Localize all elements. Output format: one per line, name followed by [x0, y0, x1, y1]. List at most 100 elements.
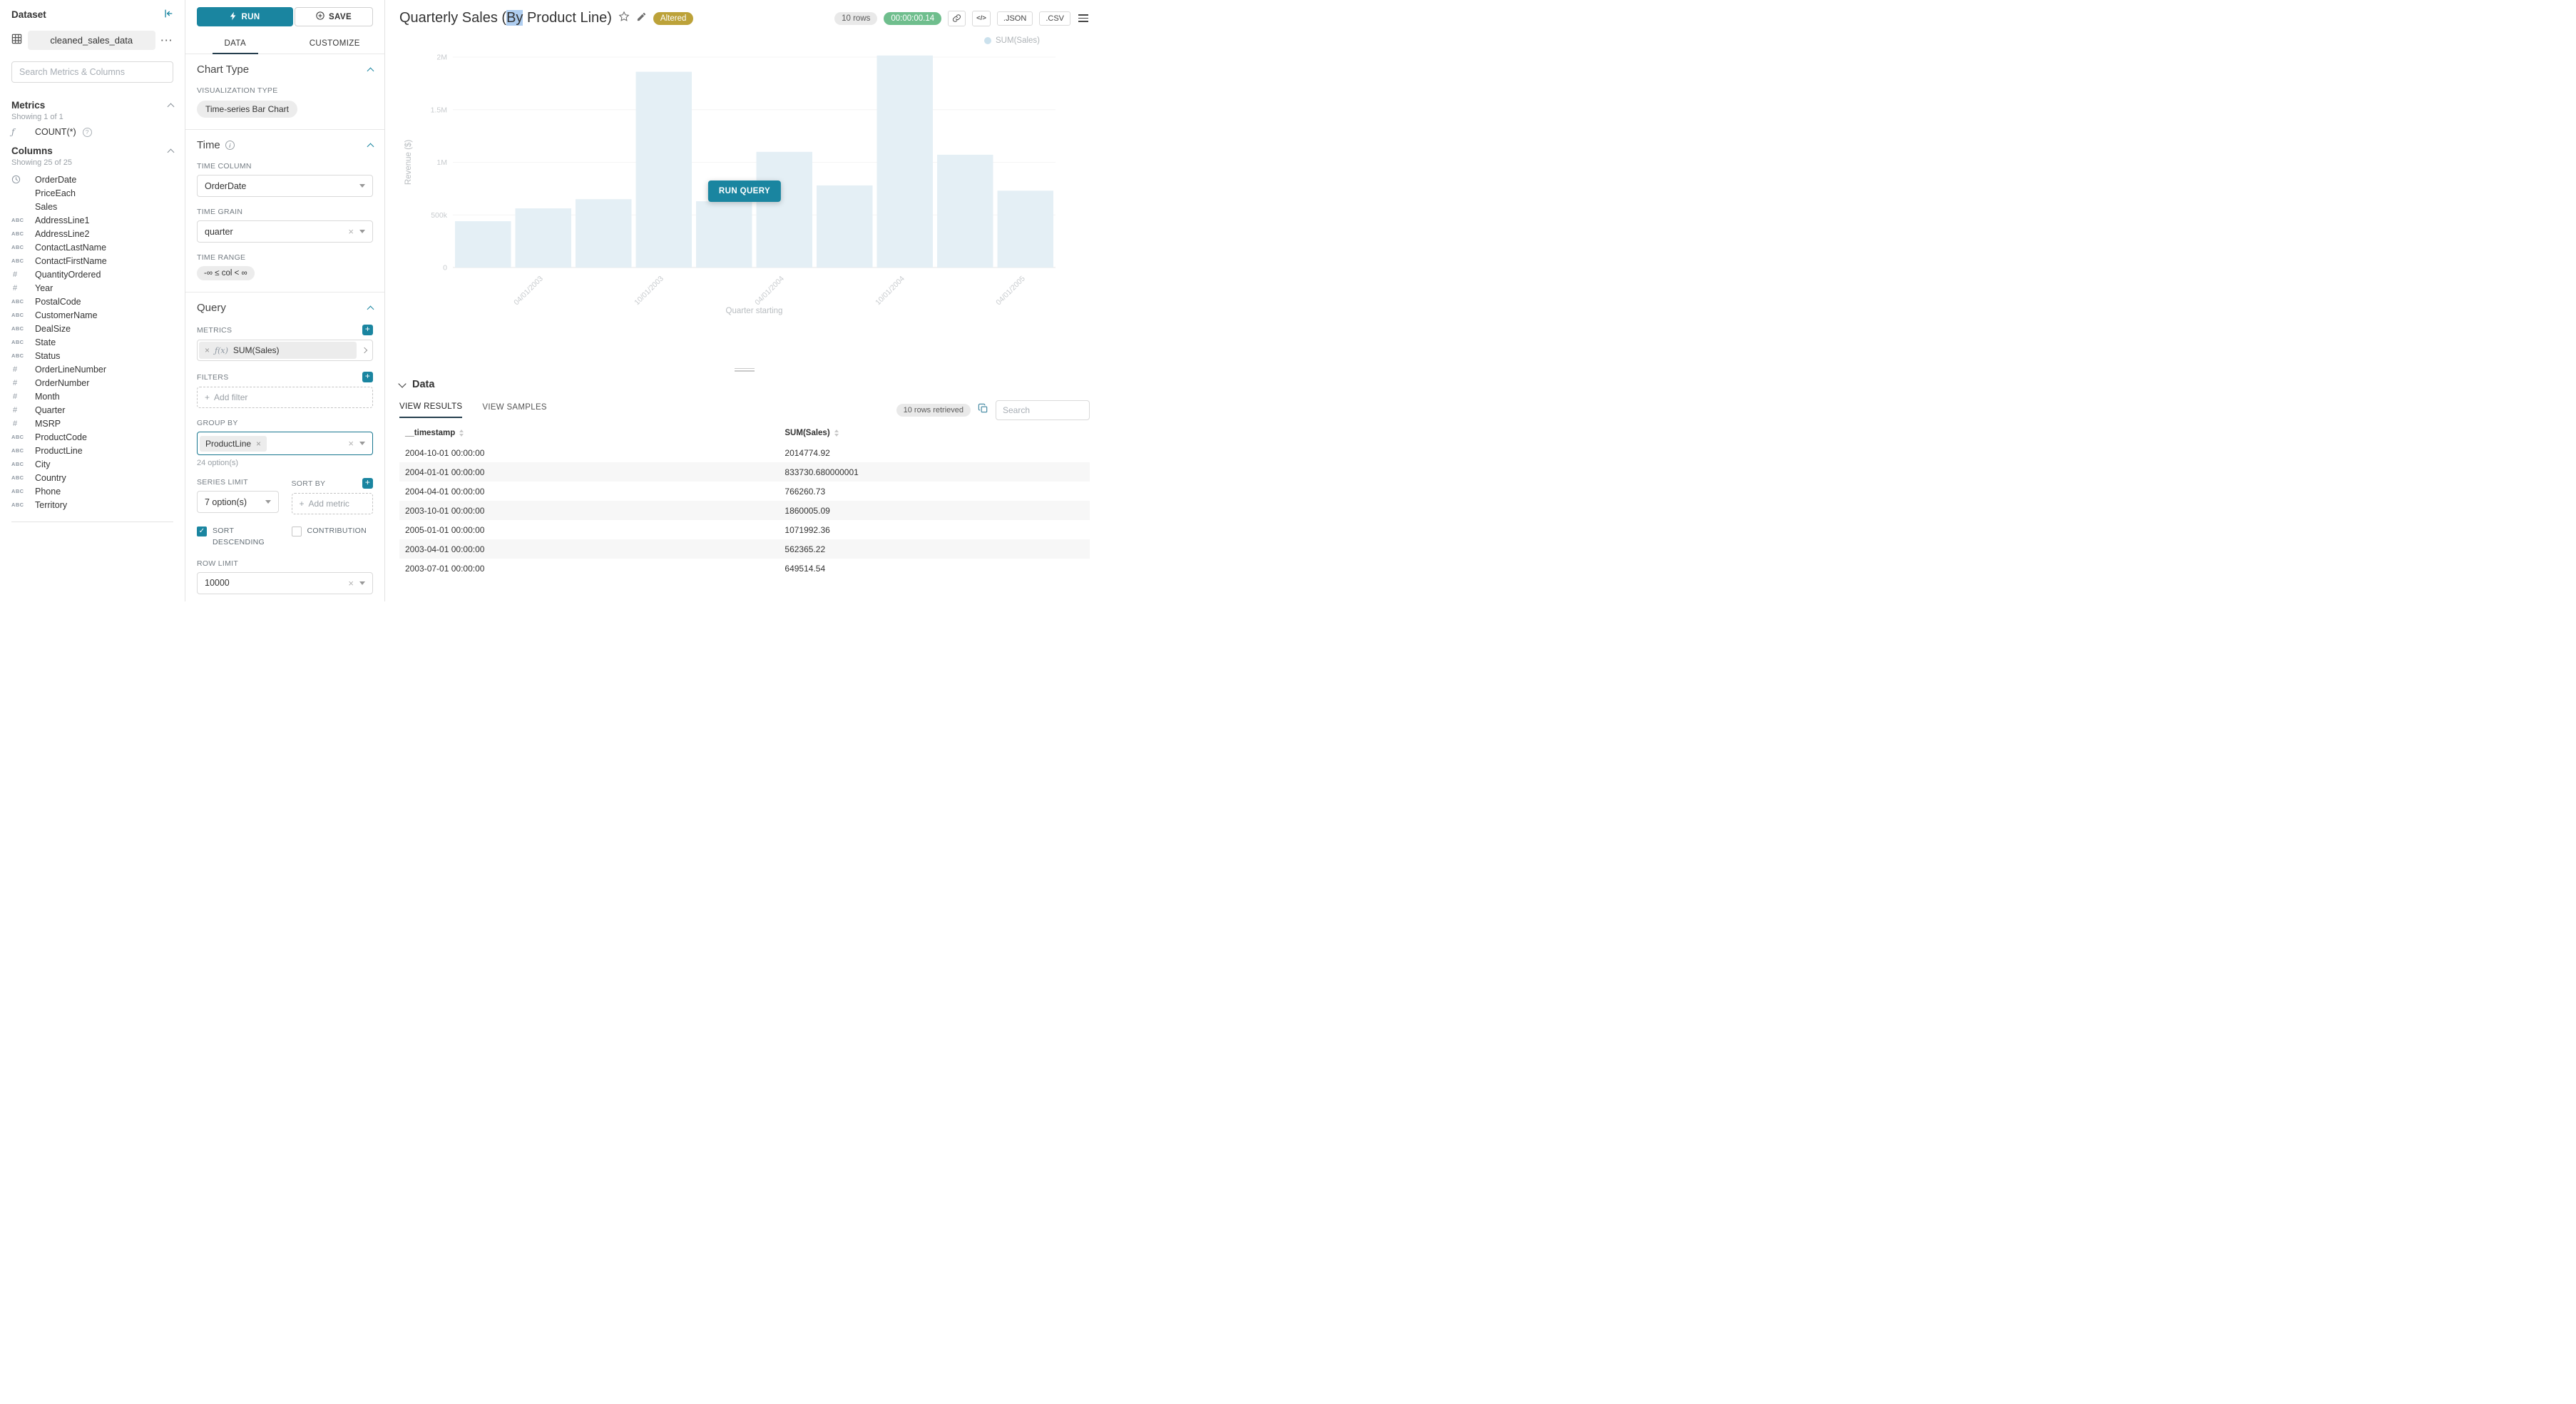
column-item[interactable]: ABC ProductCode	[11, 432, 87, 442]
sort-icon[interactable]	[459, 429, 464, 437]
results-search-input[interactable]	[996, 400, 1090, 420]
collapse-sidebar-icon[interactable]	[163, 9, 173, 21]
time-column-select[interactable]: OrderDate	[197, 175, 373, 197]
sort-descending-checkbox[interactable]: ✓	[197, 526, 207, 536]
remove-icon[interactable]: ×	[205, 345, 210, 355]
metrics-label: METRICS	[197, 325, 232, 335]
column-item[interactable]: # OrderLineNumber	[13, 364, 107, 375]
sort-icon[interactable]	[834, 429, 839, 437]
favorite-star-icon[interactable]	[618, 11, 630, 26]
column-item[interactable]: ABC City	[11, 459, 51, 469]
column-item[interactable]: OrderDate	[11, 173, 173, 186]
chevron-up-icon[interactable]	[367, 305, 374, 313]
legend-label: SUM(Sales)	[996, 36, 1040, 45]
remove-icon[interactable]: ×	[256, 438, 262, 449]
column-label: QuantityOrdered	[35, 269, 101, 280]
chevron-up-icon[interactable]	[167, 103, 175, 111]
control-panel-scroll[interactable]: Chart Type VISUALIZATION TYPE Time-serie…	[185, 54, 384, 601]
chevron-up-icon[interactable]	[167, 148, 175, 156]
column-item[interactable]: ABC Status	[11, 350, 61, 361]
chart-legend[interactable]: SUM(Sales)	[984, 36, 1040, 45]
add-sort-metric-button[interactable]: + Add metric	[291, 493, 373, 514]
edit-title-icon[interactable]	[636, 11, 647, 26]
chevron-up-icon[interactable]	[367, 143, 374, 151]
column-item[interactable]: ABC AddressLine2	[11, 228, 90, 239]
group-by-chip[interactable]: ProductLine ×	[200, 435, 267, 452]
column-item[interactable]: # OrderNumber	[13, 377, 90, 388]
results-table: __timestamp SUM(Sales) 2004-10-01 00:00:0…	[399, 423, 1090, 578]
tab-data[interactable]: DATA	[185, 33, 285, 54]
menu-icon[interactable]	[1077, 11, 1090, 25]
series-limit-select[interactable]: 7 option(s)	[197, 491, 279, 513]
column-item[interactable]: ABC ContactFirstName	[11, 255, 107, 266]
tab-view-results[interactable]: VIEW RESULTS	[399, 402, 463, 418]
dataset-options-icon[interactable]: ···	[160, 35, 173, 46]
metric-item[interactable]: ƒ COUNT(*) ?	[11, 127, 173, 137]
column-item[interactable]: ABC Phone	[11, 486, 61, 497]
info-icon[interactable]: i	[225, 141, 235, 150]
query-timer-badge: 00:00:00.14	[884, 11, 942, 25]
explore-app: Dataset cleaned_sales_data ··· Metrics S…	[0, 0, 1104, 601]
column-item[interactable]: # Quarter	[13, 405, 66, 415]
column-item[interactable]: ABC AddressLine1	[11, 215, 90, 225]
clear-icon[interactable]: ×	[348, 438, 354, 449]
column-item[interactable]: ABC PostalCode	[11, 296, 81, 307]
add-filter-icon[interactable]: +	[362, 372, 373, 382]
chart-title[interactable]: Quarterly Sales (By Product Line)	[399, 10, 612, 26]
copy-icon[interactable]	[978, 403, 988, 417]
time-range-value[interactable]: -∞ ≤ col < ∞	[197, 266, 255, 280]
share-link-button[interactable]	[948, 10, 966, 26]
chevron-up-icon[interactable]	[367, 67, 374, 75]
column-item[interactable]: ABC ProductLine	[11, 445, 83, 456]
svg-text:10/01/2004: 10/01/2004	[874, 275, 906, 307]
data-section-toggle[interactable]: Data	[398, 379, 1090, 390]
column-item[interactable]: ABC Territory	[11, 499, 68, 510]
run-button[interactable]: RUN	[197, 7, 293, 26]
metric-chip[interactable]: × ƒ(x) SUM(Sales)	[199, 342, 357, 359]
column-item[interactable]: ABC DealSize	[11, 323, 71, 334]
control-panel: RUN SAVE DATA CUSTOMIZE Chart Type VISUA…	[185, 0, 385, 601]
group-by-label: GROUP BY	[197, 419, 238, 427]
clear-icon[interactable]: ×	[348, 226, 354, 237]
search-metrics-input[interactable]	[11, 61, 173, 83]
group-by-combobox[interactable]: ProductLine × ×	[197, 432, 373, 455]
chevron-down-icon	[359, 230, 365, 233]
table-cell: 1071992.36	[784, 524, 830, 535]
column-label: PriceEach	[35, 188, 76, 198]
metric-control[interactable]: × ƒ(x) SUM(Sales)	[197, 340, 373, 361]
add-sort-metric-icon[interactable]: +	[362, 478, 373, 489]
viz-type-value[interactable]: Time-series Bar Chart	[197, 101, 297, 118]
run-query-button[interactable]: RUN QUERY	[707, 180, 782, 202]
fx-icon: ƒ(x)	[215, 345, 228, 355]
data-section-title: Data	[412, 379, 435, 390]
column-item[interactable]: PriceEach	[11, 186, 173, 200]
time-grain-label: TIME GRAIN	[197, 208, 243, 216]
dataset-name[interactable]: cleaned_sales_data	[28, 31, 155, 50]
column-item[interactable]: # Month	[13, 391, 60, 402]
column-item[interactable]: ABC State	[11, 337, 56, 347]
help-icon[interactable]: ?	[82, 127, 92, 137]
column-item[interactable]: ABC Country	[11, 472, 66, 483]
save-button[interactable]: SAVE	[295, 7, 373, 26]
contribution-checkbox[interactable]	[291, 526, 302, 536]
add-metric-icon[interactable]: +	[362, 325, 373, 335]
export-json-button[interactable]: .JSON	[996, 11, 1033, 26]
panel-resize-handle[interactable]	[385, 365, 1104, 375]
column-item[interactable]: # Year	[13, 283, 53, 293]
column-header[interactable]: SUM(Sales)	[779, 423, 1090, 443]
column-item[interactable]: ABC CustomerName	[11, 310, 98, 320]
clear-icon[interactable]: ×	[348, 577, 354, 589]
column-item[interactable]: # MSRP	[13, 418, 61, 429]
column-item[interactable]: # QuantityOrdered	[13, 269, 101, 280]
time-grain-select[interactable]: quarter ×	[197, 220, 373, 243]
tab-view-samples[interactable]: VIEW SAMPLES	[482, 403, 547, 412]
row-limit-select[interactable]: 10000 ×	[197, 571, 373, 594]
tab-customize[interactable]: CUSTOMIZE	[309, 39, 360, 48]
export-csv-button[interactable]: .CSV	[1039, 11, 1070, 26]
add-filter-button[interactable]: + Add filter	[197, 387, 373, 408]
embed-code-button[interactable]: </>	[972, 10, 991, 26]
column-item[interactable]: ABC ContactLastName	[11, 242, 107, 253]
column-item[interactable]: Sales	[11, 200, 173, 213]
svg-text:0: 0	[443, 264, 447, 273]
column-header[interactable]: __timestamp	[399, 423, 779, 443]
